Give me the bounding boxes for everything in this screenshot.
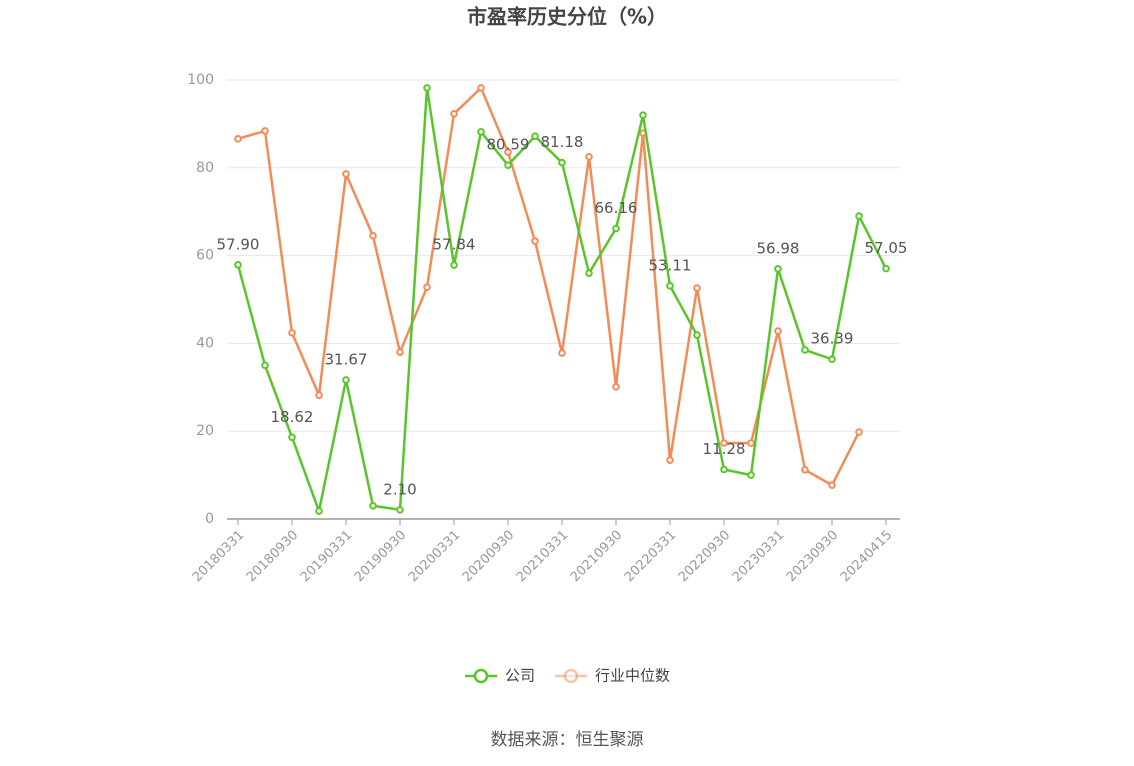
point <box>288 433 296 442</box>
y-tick-label: 40 <box>196 335 214 351</box>
x-tick-label: 20220331 <box>622 528 679 585</box>
point <box>612 383 620 391</box>
x-tick-label: 20230930 <box>784 528 841 585</box>
point <box>315 507 323 515</box>
y-tick-label: 20 <box>196 423 214 439</box>
point <box>342 170 350 178</box>
point <box>882 264 890 273</box>
point <box>369 502 377 510</box>
point <box>747 471 755 479</box>
point <box>504 148 512 156</box>
data-label: 57.90 <box>217 235 260 253</box>
source: 数据来源：恒生聚源 <box>491 730 644 750</box>
x-tick-label: 20230331 <box>730 528 787 585</box>
point <box>585 153 593 161</box>
point <box>666 282 674 290</box>
point <box>288 329 296 337</box>
point <box>720 465 728 474</box>
point <box>828 481 836 489</box>
point <box>774 265 782 273</box>
point <box>558 349 566 357</box>
point <box>369 232 377 240</box>
point <box>234 261 242 269</box>
data-label: 66.16 <box>595 199 638 217</box>
x-tick-label: 20200331 <box>406 528 463 585</box>
data-label: 36.39 <box>811 330 854 348</box>
x-tick-label: 20210930 <box>568 528 625 585</box>
data-label: 57.05 <box>865 239 908 257</box>
point <box>828 355 836 364</box>
point <box>612 224 620 233</box>
y-tick-label: 100 <box>187 72 214 88</box>
point <box>477 84 485 92</box>
y-tick-label: 0 <box>205 511 214 527</box>
point <box>774 327 782 335</box>
x-tick-label: 20190331 <box>298 528 355 585</box>
series-line <box>237 85 861 487</box>
data-label: 56.98 <box>757 239 800 257</box>
y-tick-label: 80 <box>196 160 214 176</box>
point <box>261 361 269 370</box>
data-label: 81.18 <box>541 133 584 151</box>
x-tick-label: 20190930 <box>352 528 409 585</box>
data-label: 80.59 <box>487 136 530 154</box>
legend-label: 公司 <box>505 667 535 685</box>
point <box>693 331 701 339</box>
point <box>477 128 485 136</box>
data-label: 11.28 <box>703 440 746 458</box>
chart-title: 市盈率历史分位（%） <box>467 5 667 29</box>
x-tick-label: 20240415 <box>838 528 895 585</box>
legend-marker <box>473 668 489 684</box>
point <box>693 284 701 292</box>
point <box>234 135 242 143</box>
point <box>396 505 404 514</box>
data-label: 53.11 <box>649 256 692 274</box>
point <box>261 127 269 135</box>
point <box>450 261 458 269</box>
point <box>720 439 728 447</box>
point <box>855 428 863 436</box>
point <box>801 346 809 354</box>
point <box>855 212 863 220</box>
point <box>315 391 323 400</box>
point <box>801 466 809 474</box>
data-label: 31.67 <box>325 350 368 368</box>
point <box>531 132 539 140</box>
point <box>585 269 593 277</box>
data-label: 2.10 <box>383 480 416 498</box>
y-tick-label: 60 <box>196 248 214 264</box>
point <box>423 283 431 292</box>
point <box>747 439 755 447</box>
x-tick-label: 20200930 <box>460 528 517 585</box>
point <box>450 110 458 118</box>
x-tick-label: 20180331 <box>190 528 247 585</box>
point <box>504 161 512 170</box>
x-tick-label: 20180930 <box>244 528 301 585</box>
point <box>666 456 674 464</box>
legend-marker <box>563 668 579 684</box>
x-tick-label: 20220930 <box>676 528 733 585</box>
point <box>342 376 350 384</box>
series-line <box>236 87 888 516</box>
legend-label: 行业中位数 <box>595 667 670 685</box>
point <box>423 84 431 92</box>
x-tick-label: 20210331 <box>514 528 571 585</box>
point <box>396 348 404 356</box>
data-label: 57.84 <box>433 236 476 254</box>
point <box>639 111 647 119</box>
point <box>558 158 566 167</box>
point <box>531 237 539 245</box>
data-label: 18.62 <box>271 408 314 426</box>
